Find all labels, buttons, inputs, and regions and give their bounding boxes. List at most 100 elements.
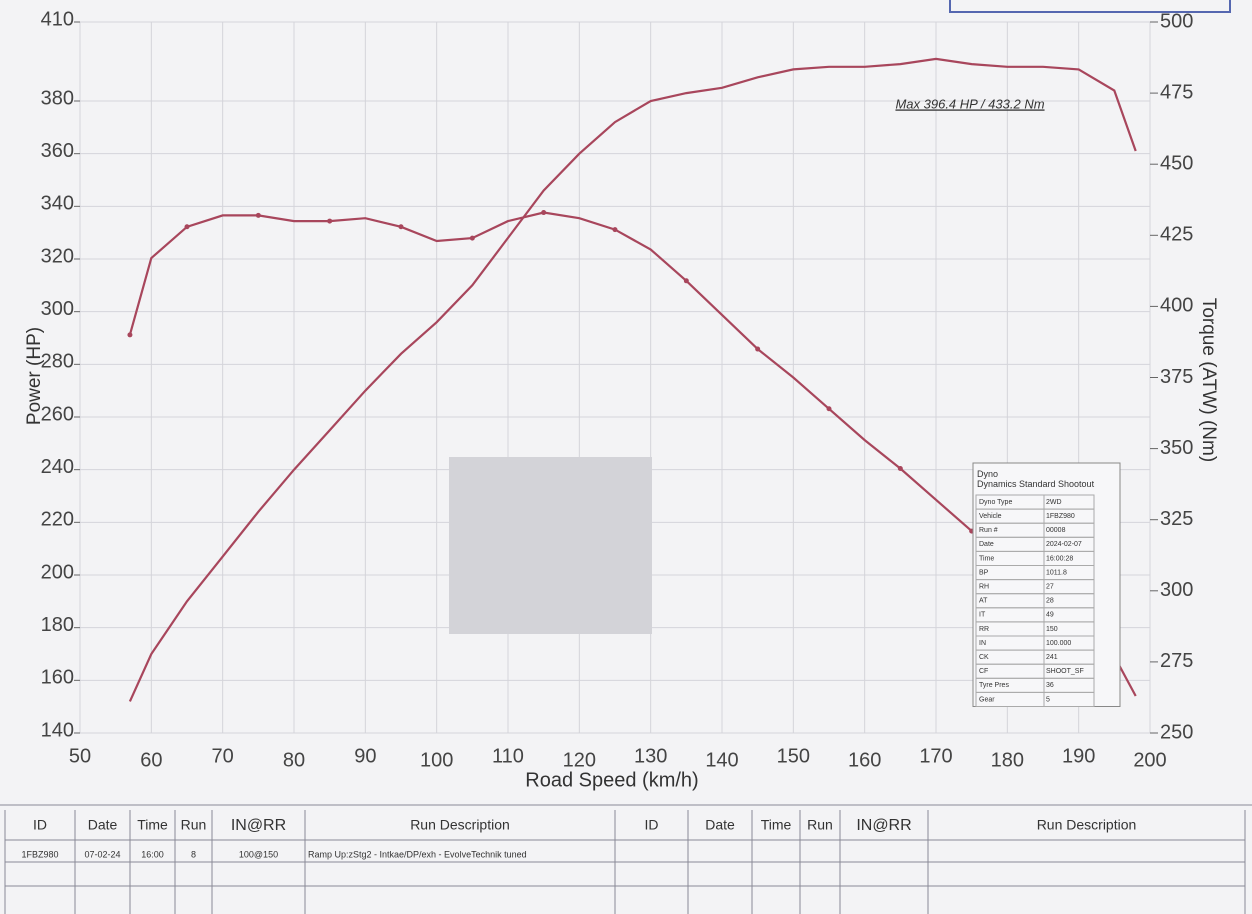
y2-tick-label: 500 — [1160, 10, 1193, 32]
table-header: IN@RR — [856, 817, 911, 834]
y2-tick-label: 275 — [1160, 650, 1193, 672]
run-table: ID Date Time Run IN@RR Run Description 1FBZ980… — [0, 804, 1252, 914]
table-header: Run — [181, 817, 207, 833]
x-tick-label: 200 — [1133, 749, 1166, 771]
y-axis-label: Power (HP) — [24, 327, 45, 425]
table-header: Run — [807, 817, 833, 833]
y2-tick-label: 250 — [1160, 721, 1193, 743]
y2-tick-label: 325 — [1160, 508, 1193, 530]
point — [612, 227, 618, 233]
info-frame — [972, 462, 1121, 707]
info-cell — [1043, 691, 1095, 708]
info-value: 1011.8 — [1046, 569, 1067, 576]
info-value: 241 — [1046, 654, 1058, 661]
point — [255, 212, 261, 218]
y-tick-label: 340 — [41, 193, 74, 215]
table-cell: 8 — [191, 849, 196, 859]
info-value: 00008 — [1046, 527, 1066, 534]
info-title: Dyno Dynamics Standard Shootout — [977, 469, 1095, 489]
x-axis-label: Road Speed (km/h) — [525, 769, 698, 791]
x-tick-label: 100 — [420, 749, 453, 771]
y-tick-label: 280 — [41, 351, 74, 373]
table-header: Run Description — [1037, 817, 1137, 833]
y-tick-label: 300 — [41, 298, 74, 320]
point — [127, 332, 133, 338]
x-tick-label: 110 — [492, 745, 524, 767]
info-label: IT — [979, 612, 986, 619]
table-cell: 07-02-24 — [84, 849, 120, 859]
redaction — [449, 457, 652, 634]
table-header: Date — [88, 817, 118, 833]
y2-tick-label: 475 — [1160, 81, 1193, 103]
y2-tick-label: 425 — [1160, 224, 1193, 246]
table-cell: Ramp Up:zStg2 - Intkae/DP/exh - EvolveTe… — [308, 849, 527, 859]
y2-tick-label: 400 — [1160, 295, 1193, 317]
table-header: Date — [705, 817, 735, 833]
x-tick-label: 180 — [991, 749, 1024, 771]
point — [897, 466, 903, 472]
y-tick-label: 410 — [41, 8, 74, 30]
info-value: 100.000 — [1046, 640, 1071, 647]
y-tick-label: 220 — [41, 509, 74, 531]
info-value: 36 — [1046, 682, 1054, 689]
y-tick-label: 360 — [41, 140, 74, 162]
info-label: Vehicle — [979, 513, 1002, 520]
info-label: Run # — [979, 527, 998, 534]
x-tick-label: 190 — [1062, 745, 1095, 767]
info-value: 150 — [1046, 626, 1058, 633]
y2-tick-label: 375 — [1160, 366, 1193, 388]
y-tick-label: 240 — [41, 456, 74, 478]
table-header: ID — [33, 817, 47, 833]
info-value: 16:00:28 — [1046, 555, 1073, 562]
info-label: BP — [979, 569, 989, 576]
x-tick-label: 130 — [634, 745, 667, 767]
annotation: Max 396.4 HP / 433.2 Nm — [895, 96, 1044, 111]
info-value: 27 — [1046, 583, 1054, 590]
series-line — [128, 57, 1137, 702]
info-box: Dyno Dynamics Standard Shootout Dyno Type 2… — [972, 462, 1121, 708]
info-value: 28 — [1046, 598, 1054, 605]
x-tick-label: 170 — [919, 745, 952, 767]
point — [184, 224, 190, 230]
info-value: 2024-02-07 — [1046, 541, 1082, 548]
info-label: CK — [979, 654, 989, 661]
table-header: Time — [761, 817, 792, 833]
x-tick-label: 160 — [848, 749, 881, 771]
y2-tick-label: 350 — [1160, 437, 1193, 459]
table-header: Run Description — [410, 817, 510, 833]
info-label: Tyre Pres — [979, 682, 1009, 689]
info-label: Time — [979, 555, 994, 562]
x-tick-label: 60 — [140, 749, 162, 771]
x-tick-label: 140 — [705, 749, 738, 771]
y-tick-label: 320 — [41, 245, 74, 267]
table-cell: 100@150 — [239, 849, 278, 859]
point — [683, 278, 689, 284]
info-label: Gear — [979, 696, 995, 703]
table-cell: 16:00 — [141, 849, 164, 859]
y-tick-label: 140 — [41, 719, 74, 741]
info-label: AT — [979, 598, 988, 605]
table-header: ID — [645, 817, 659, 833]
y-tick-label: 160 — [41, 667, 74, 689]
info-value: 2WD — [1046, 499, 1062, 506]
x-tick-label: 120 — [563, 749, 596, 771]
info-label: IN — [979, 640, 986, 647]
y-tick-label: 180 — [41, 614, 74, 636]
x-tick-label: 70 — [212, 745, 234, 767]
info-value: 5 — [1046, 696, 1050, 703]
info-label: RR — [979, 626, 989, 633]
y2-tick-label: 450 — [1160, 152, 1193, 174]
info-label: RH — [979, 583, 989, 590]
x-tick-label: 80 — [283, 749, 305, 771]
table-cell: 1FBZ980 — [21, 849, 58, 859]
y-tick-label: 200 — [41, 561, 74, 583]
x-tick-label: 90 — [354, 745, 376, 767]
point — [398, 224, 404, 230]
info-value: SHOOT_SF — [1046, 668, 1084, 675]
x-tick-label: 150 — [777, 745, 810, 767]
y-tick-label: 260 — [41, 403, 74, 425]
info-label: Dyno Type — [979, 499, 1012, 506]
info-value: 49 — [1046, 612, 1054, 619]
